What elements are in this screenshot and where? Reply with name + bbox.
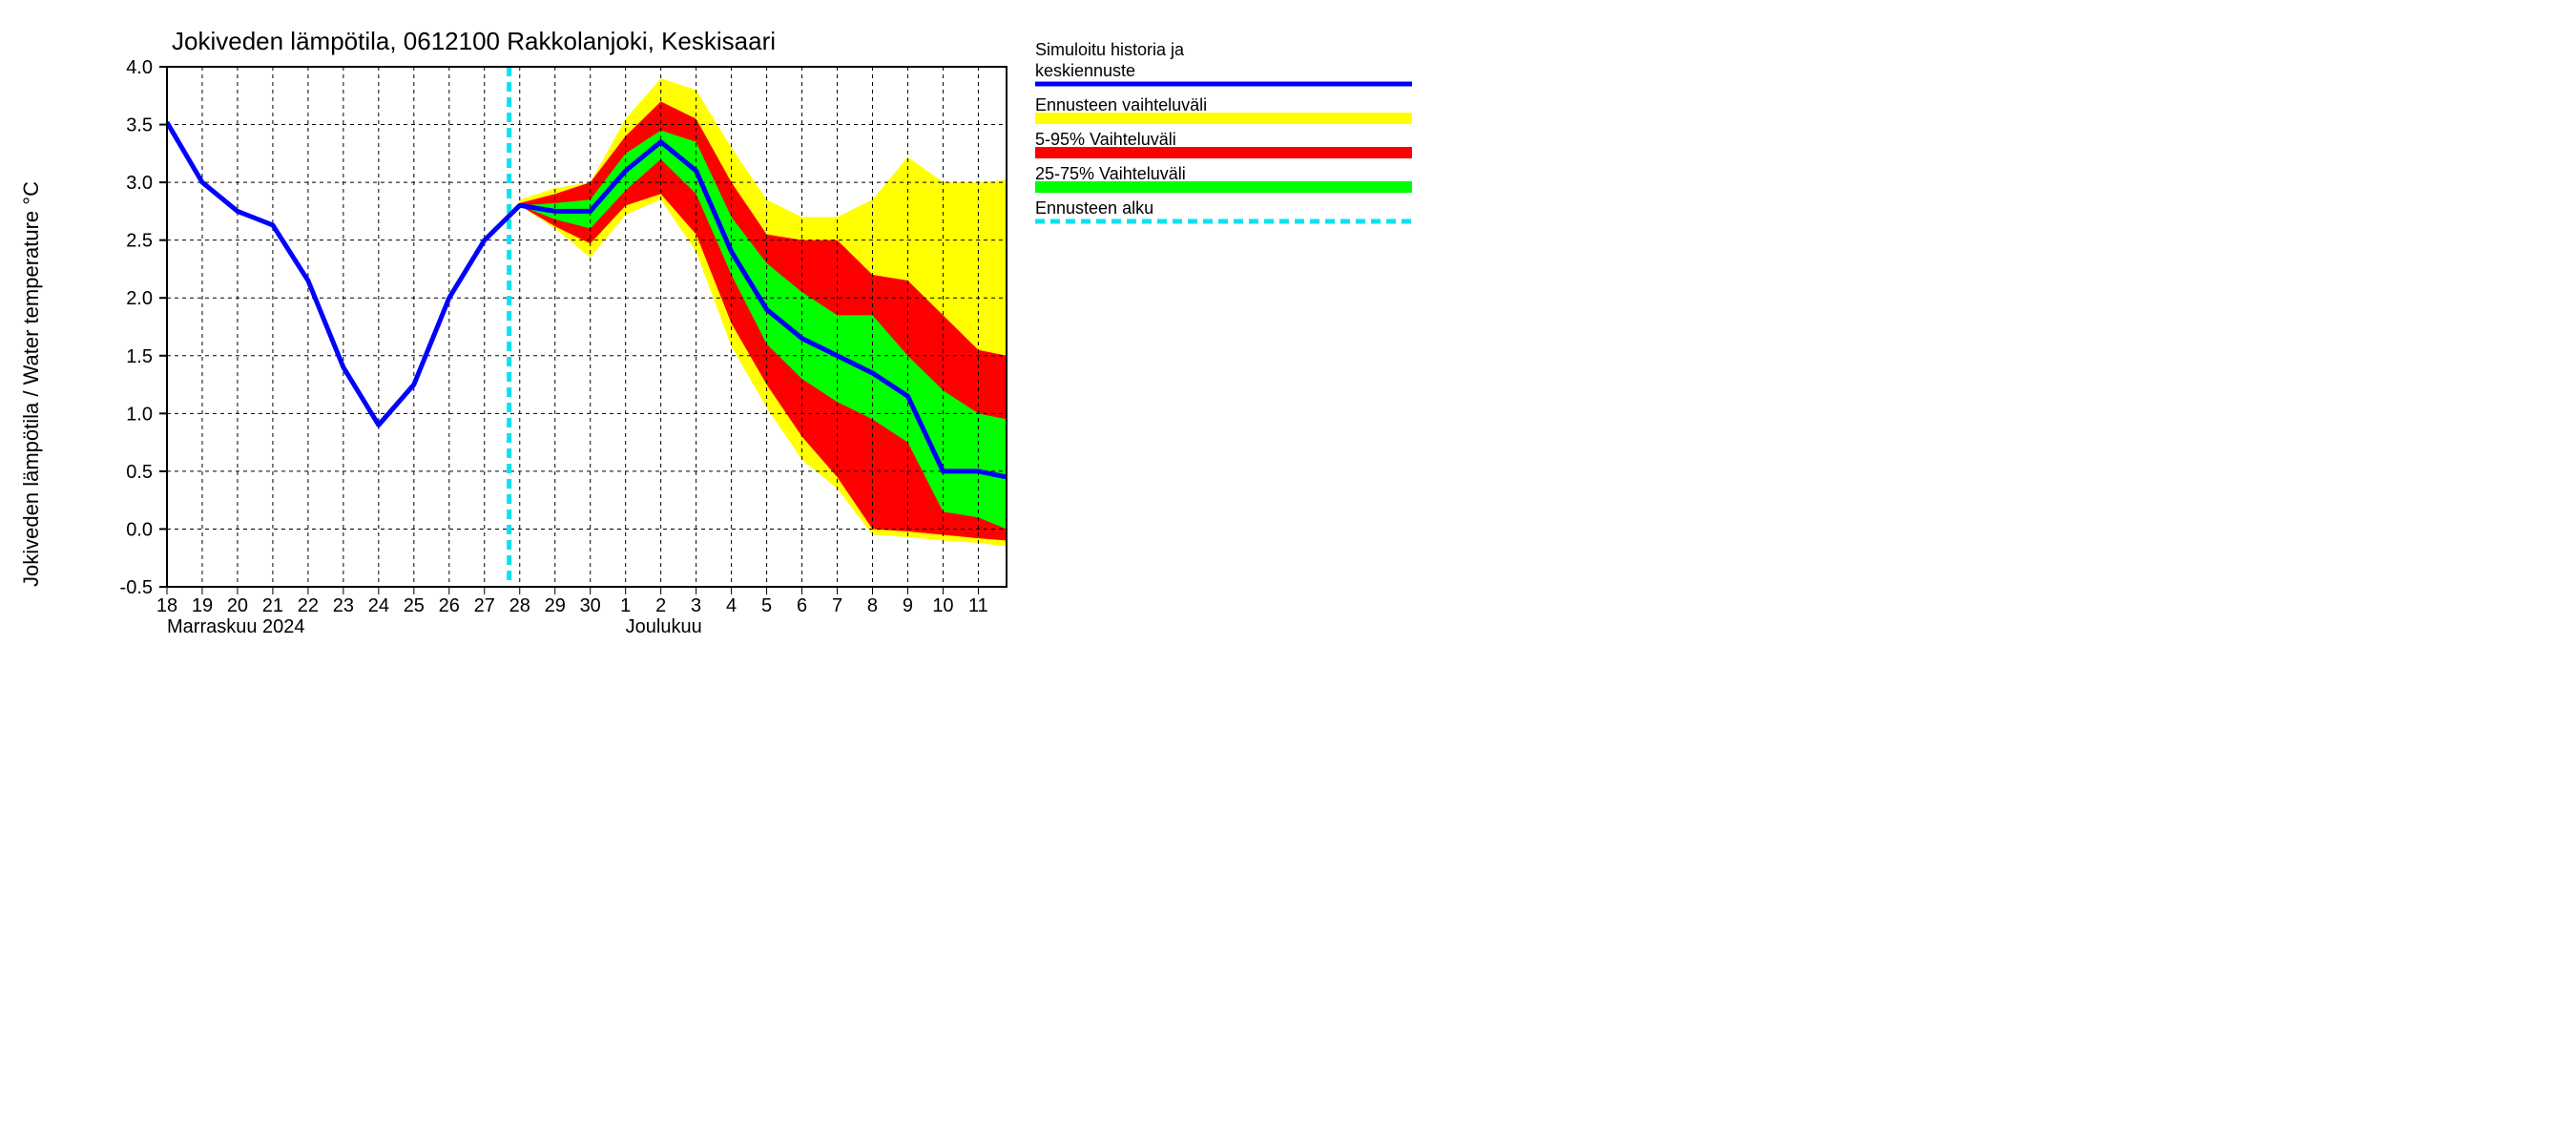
svg-text:0.5: 0.5 (126, 462, 153, 483)
svg-text:3.0: 3.0 (126, 173, 153, 194)
legend-label-3: 25-75% Vaihteluväli (1035, 164, 1186, 183)
legend-label-4: Ennusteen alku (1035, 198, 1153, 218)
month2-fi: Joulukuu (626, 616, 702, 635)
svg-text:26: 26 (439, 595, 460, 616)
svg-text:30: 30 (580, 595, 601, 616)
svg-text:3: 3 (691, 595, 701, 616)
svg-text:24: 24 (368, 595, 389, 616)
legend-label-0: Simuloitu historia ja (1035, 40, 1185, 59)
svg-text:18: 18 (156, 595, 177, 616)
chart-title: Jokiveden lämpötila, 0612100 Rakkolanjok… (172, 27, 776, 55)
svg-text:keskiennuste: keskiennuste (1035, 61, 1135, 80)
svg-text:11: 11 (968, 595, 988, 616)
svg-text:2: 2 (655, 595, 666, 616)
svg-text:1.5: 1.5 (126, 346, 153, 367)
svg-text:1: 1 (620, 595, 631, 616)
svg-text:25: 25 (404, 595, 425, 616)
svg-text:5: 5 (761, 595, 772, 616)
legend-swatch-2 (1035, 147, 1412, 158)
svg-text:19: 19 (192, 595, 213, 616)
x-axis-ticks: 181920212223242526272829301234567891011 (156, 587, 988, 616)
legend-swatch-1 (1035, 113, 1412, 124)
legend: Simuloitu historia ja keskiennuste Ennuste… (1035, 40, 1412, 221)
svg-text:4.0: 4.0 (126, 57, 153, 78)
svg-text:1.0: 1.0 (126, 404, 153, 425)
svg-text:28: 28 (509, 595, 530, 616)
svg-text:6: 6 (797, 595, 807, 616)
month1-fi: Marraskuu 2024 (167, 616, 305, 635)
svg-text:23: 23 (333, 595, 354, 616)
forecast-bands (520, 78, 1007, 546)
svg-text:27: 27 (474, 595, 495, 616)
svg-text:7: 7 (832, 595, 842, 616)
svg-text:9: 9 (903, 595, 913, 616)
svg-text:3.5: 3.5 (126, 115, 153, 136)
svg-text:21: 21 (262, 595, 283, 616)
svg-text:2.0: 2.0 (126, 288, 153, 309)
svg-text:29: 29 (545, 595, 566, 616)
svg-text:4: 4 (726, 595, 737, 616)
svg-text:10: 10 (932, 595, 953, 616)
y-axis-label: Jokiveden lämpötila / Water temperature … (19, 181, 43, 587)
legend-label-2: 5-95% Vaihteluväli (1035, 130, 1176, 149)
svg-text:0.0: 0.0 (126, 519, 153, 540)
svg-text:22: 22 (298, 595, 319, 616)
svg-text:2.5: 2.5 (126, 231, 153, 252)
svg-text:8: 8 (867, 595, 878, 616)
legend-label-1: Ennusteen vaihteluväli (1035, 95, 1207, 114)
y-axis-ticks: -0.5 0.0 0.5 1.0 1.5 2.0 2.5 3.0 3.5 4.0 (120, 57, 167, 598)
svg-text:-0.5: -0.5 (120, 577, 153, 598)
legend-swatch-3 (1035, 181, 1412, 193)
month-labels: Marraskuu 2024NovemberJoulukuuDecember (167, 616, 714, 635)
water-temp-chart: -0.50.00.51.01.52.02.53.03.54.0181920212… (0, 0, 1431, 635)
svg-text:20: 20 (227, 595, 248, 616)
